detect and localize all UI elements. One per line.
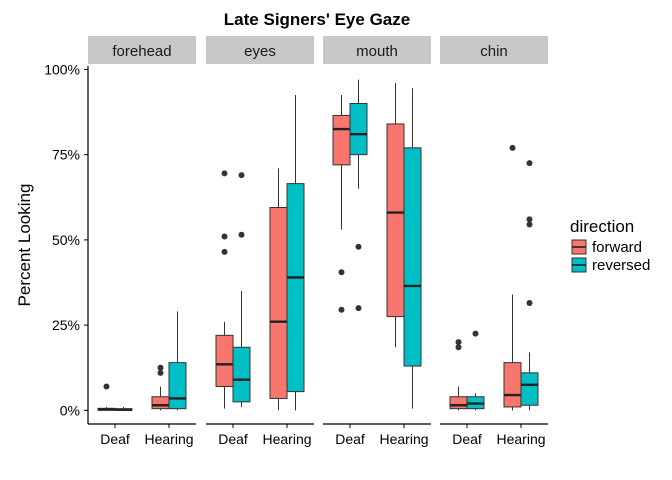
chart-title: Late Signers' Eye Gaze [224, 10, 410, 29]
strip-background [323, 36, 431, 64]
y-tick-label: 75% [52, 147, 80, 163]
outlier-point [526, 299, 533, 306]
box-iqr [269, 206, 288, 399]
box-hearing-reversed [403, 88, 422, 409]
box-iqr [503, 362, 522, 408]
strip-background [440, 36, 548, 64]
outlier-point [157, 364, 164, 371]
box-hearing-forward [386, 83, 405, 348]
facet-panel-mouth: mouth Deaf Hearing [323, 36, 431, 447]
y-axis-title: Percent Looking [15, 184, 34, 307]
box-iqr [332, 114, 351, 166]
box-deaf-reversed [114, 406, 133, 411]
box-deaf-forward [215, 170, 234, 409]
box-deaf-reversed [349, 79, 368, 312]
outlier-point [355, 243, 362, 250]
strip-background [206, 36, 314, 64]
x-tick-label: Hearing [262, 431, 311, 447]
box-iqr [403, 147, 422, 367]
box-hearing-forward [269, 168, 288, 411]
outlier-point [221, 248, 228, 255]
outlier-point [238, 231, 245, 238]
box-hearing-reversed [520, 160, 539, 411]
facet-panel-chin: chin Deaf Hearing [440, 36, 548, 447]
outlier-point [238, 172, 245, 179]
strip-background [88, 36, 196, 64]
box-iqr [286, 183, 305, 393]
box-deaf-forward [97, 383, 116, 411]
outlier-point [455, 344, 462, 351]
outlier-point [526, 216, 533, 223]
outlier-point [221, 233, 228, 240]
outlier-point [103, 383, 110, 390]
box-deaf-forward [332, 94, 351, 313]
x-tick-label: Deaf [452, 431, 482, 447]
facet-panel-eyes: eyes Deaf Hearing [206, 36, 314, 447]
box-hearing-forward [503, 144, 522, 411]
outlier-point [221, 170, 228, 177]
y-tick-label: 0% [60, 402, 80, 418]
box-iqr [232, 346, 251, 403]
strip-label: eyes [244, 43, 276, 60]
strip-label: chin [480, 43, 508, 60]
outlier-point [338, 269, 345, 276]
box-iqr [151, 396, 170, 410]
y-axis: 0% 25% 50% 75% 100% [44, 61, 89, 424]
box-hearing-reversed [286, 94, 305, 411]
outlier-point [509, 144, 516, 151]
box-iqr [215, 334, 234, 387]
x-tick-label: Deaf [218, 431, 248, 447]
outlier-point [338, 306, 345, 313]
outlier-point [355, 305, 362, 312]
facet-panel-forehead: forehead Deaf Hearing [88, 36, 196, 447]
box-hearing-forward [151, 364, 170, 411]
legend-item-reversed: reversed [571, 257, 650, 274]
facet-panels: forehead Deaf Hearing eyes Deaf Hearing mouth D… [88, 36, 548, 447]
legend-label: forward [592, 239, 642, 256]
y-tick-label: 50% [52, 232, 80, 248]
box-deaf-reversed [466, 330, 485, 411]
y-tick-label: 25% [52, 317, 80, 333]
x-tick-label: Hearing [496, 431, 545, 447]
x-tick-label: Hearing [379, 431, 428, 447]
x-tick-label: Hearing [144, 431, 193, 447]
strip-label: mouth [356, 43, 398, 60]
box-iqr [520, 372, 539, 406]
outlier-point [455, 339, 462, 346]
outlier-point [526, 221, 533, 228]
outlier-point [472, 330, 479, 337]
box-iqr [349, 103, 368, 156]
box-deaf-reversed [232, 172, 251, 407]
y-tick-label: 100% [44, 61, 80, 77]
box-iqr [449, 396, 468, 410]
box-iqr [386, 123, 405, 318]
strip-label: forehead [112, 43, 171, 60]
outlier-point [526, 160, 533, 167]
legend-title: direction [570, 217, 634, 236]
x-tick-label: Deaf [335, 431, 365, 447]
x-tick-label: Deaf [100, 431, 130, 447]
box-iqr [168, 362, 187, 410]
legend-item-forward: forward [571, 239, 642, 256]
legend-label: reversed [592, 257, 650, 274]
outlier-point [157, 369, 164, 376]
box-hearing-reversed [168, 311, 187, 411]
box-deaf-forward [449, 339, 468, 411]
